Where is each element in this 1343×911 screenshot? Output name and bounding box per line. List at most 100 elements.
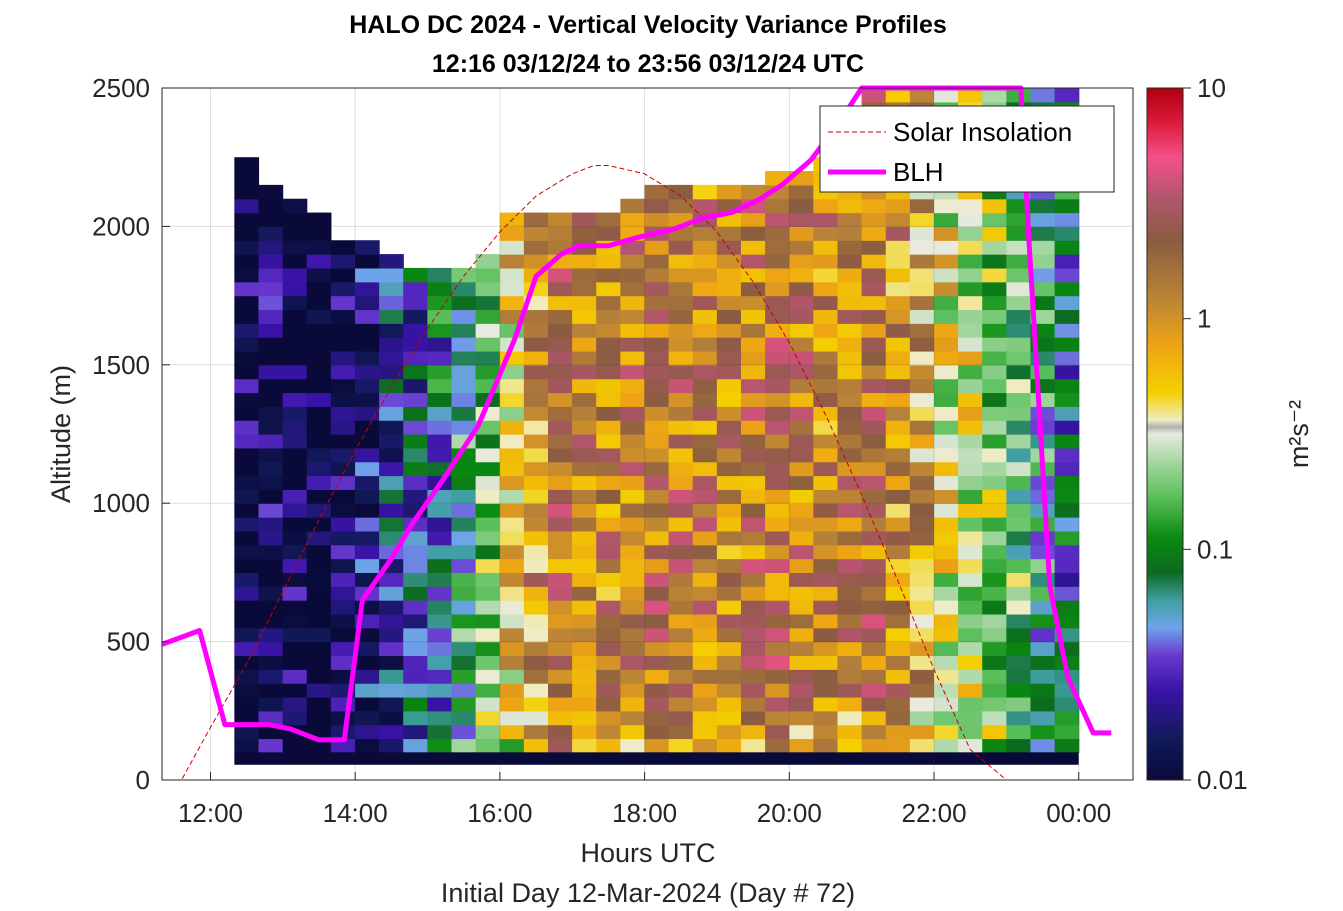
heatmap-cell (861, 627, 887, 643)
heatmap-cell (982, 558, 1007, 573)
heatmap-cell (668, 586, 694, 601)
heatmap-cell (620, 641, 646, 657)
heatmap-cell (740, 267, 766, 283)
heatmap-cell (789, 558, 814, 573)
heatmap-cell (499, 683, 525, 698)
heatmap-cell (813, 267, 839, 283)
heatmap-cell (861, 586, 887, 601)
heatmap-cell (475, 627, 501, 643)
legend-label-solar: Solar Insolation (893, 117, 1072, 147)
heatmap-cell (354, 627, 380, 643)
heatmap-cell (451, 309, 477, 324)
heatmap-cell (451, 641, 477, 657)
heatmap-cell (547, 309, 573, 324)
heatmap-cell (403, 641, 428, 657)
heatmap-cell (596, 641, 621, 657)
heatmap-cell (1030, 724, 1056, 740)
heatmap-cell (499, 613, 525, 629)
heatmap-cell (909, 572, 935, 587)
heatmap-cell (403, 267, 428, 283)
heatmap-cell (306, 586, 332, 601)
heatmap-cell (837, 447, 863, 463)
heatmap-cell (837, 267, 863, 283)
heatmap-cell (379, 683, 404, 698)
heatmap-cell (692, 447, 718, 463)
heatmap-cell (596, 503, 621, 518)
heatmap-cell (933, 627, 959, 643)
heatmap-cell (547, 337, 573, 352)
heatmap-cell (644, 254, 670, 269)
heatmap-cell (1030, 420, 1056, 435)
heatmap-cell (668, 434, 694, 449)
heatmap-cell (234, 489, 260, 504)
heatmap-cell (499, 669, 525, 684)
heatmap-cell (885, 558, 911, 573)
heatmap-cell (379, 530, 404, 546)
heatmap-cell (1006, 378, 1032, 394)
heatmap-cell (499, 517, 525, 532)
heatmap-cell (547, 558, 573, 573)
heatmap-cell (909, 475, 935, 490)
heatmap-cell (354, 544, 380, 560)
heatmap-cell (234, 323, 260, 338)
heatmap-cell (813, 226, 839, 241)
heatmap-cell (837, 600, 863, 615)
heatmap-cell (933, 447, 959, 463)
heatmap-cell (668, 295, 694, 311)
heatmap-cell (596, 724, 621, 740)
heatmap-cell (379, 392, 404, 407)
heatmap-cell (716, 475, 742, 490)
heatmap-cell (572, 724, 597, 740)
heatmap-cell (306, 503, 332, 518)
heatmap-cell (379, 350, 404, 366)
heatmap-cell (1054, 572, 1080, 587)
heatmap-cell (982, 226, 1007, 241)
heatmap-cell (789, 530, 814, 546)
heatmap-cell (668, 406, 694, 421)
heatmap-cell (1054, 475, 1080, 490)
heatmap-cell (475, 420, 501, 435)
heatmap-cell (451, 406, 477, 421)
heatmap-cell (403, 309, 428, 324)
heatmap-cell (499, 503, 525, 518)
heatmap-cell (354, 240, 380, 255)
heatmap-cell (1054, 641, 1080, 657)
heatmap-cell (523, 613, 549, 629)
heatmap-cell (499, 447, 525, 463)
heatmap-cell (1054, 600, 1080, 615)
heatmap-cell (789, 489, 814, 504)
heatmap-cell (1030, 669, 1056, 684)
heatmap-cell (523, 434, 549, 449)
heatmap-cell (716, 503, 742, 518)
heatmap-cell (1030, 295, 1056, 311)
heatmap-cell (861, 212, 887, 227)
heatmap-cell (547, 683, 573, 698)
heatmap-cell (861, 475, 887, 490)
heatmap-cell (1006, 461, 1032, 477)
heatmap-cell (620, 724, 646, 740)
heatmap-cell (765, 434, 790, 449)
heatmap-cell (644, 669, 670, 684)
heatmap-cell (1030, 696, 1056, 712)
heatmap-cell (885, 447, 911, 463)
heatmap-cell (909, 323, 935, 338)
heatmap-cell (306, 683, 332, 698)
heatmap-cell (692, 281, 718, 297)
heatmap-cell (547, 406, 573, 421)
heatmap-cell (499, 295, 525, 311)
heatmap-cell (475, 309, 501, 324)
heatmap-cell (282, 254, 308, 269)
heatmap-cell (499, 461, 525, 477)
heatmap-cell (572, 392, 597, 407)
heatmap-cell (958, 655, 983, 670)
heatmap-cell (547, 364, 573, 380)
heatmap-cell (765, 503, 790, 518)
heatmap-cell (813, 420, 839, 435)
heatmap-cell (789, 420, 814, 435)
heatmap-cell (1054, 696, 1080, 712)
heatmap-cell (909, 710, 935, 726)
heatmap-cell (282, 267, 308, 283)
heatmap-cell (813, 309, 839, 324)
heatmap-cell (958, 212, 983, 227)
heatmap-cell (716, 613, 742, 629)
